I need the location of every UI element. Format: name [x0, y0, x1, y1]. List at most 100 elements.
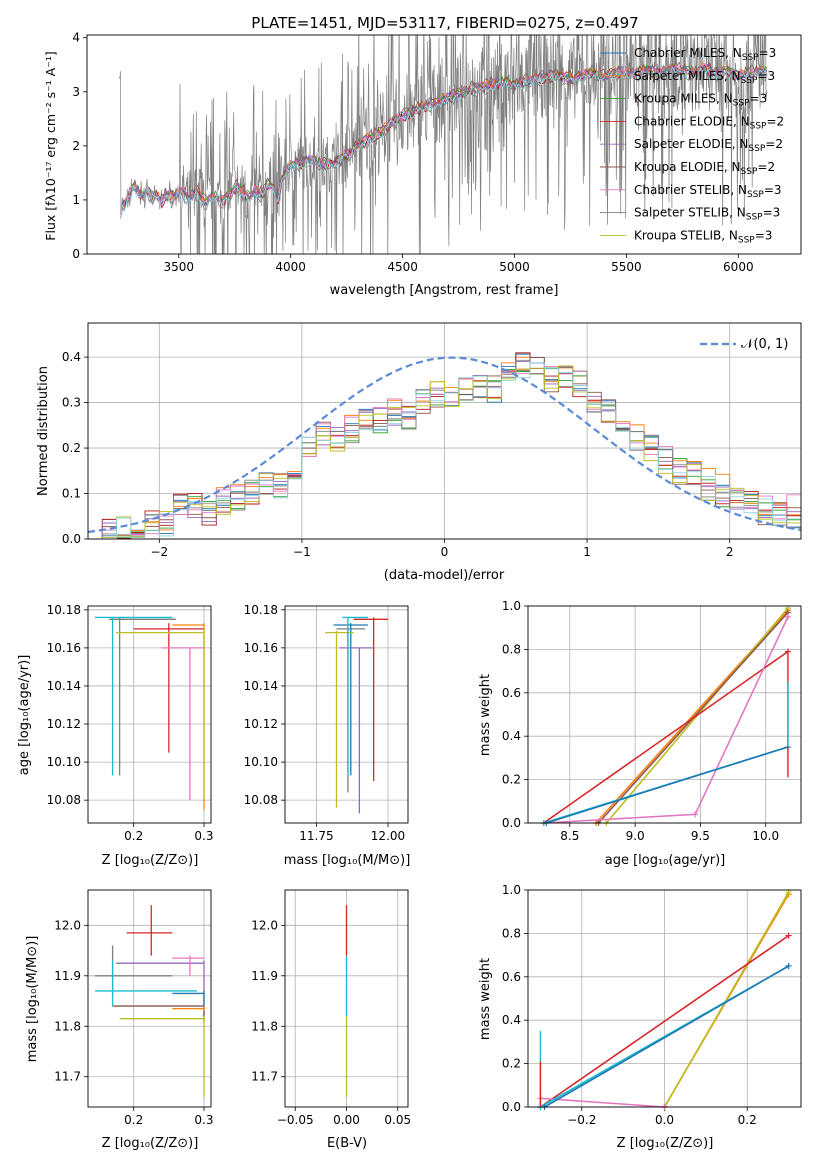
legend-sub: SSP	[748, 144, 765, 154]
mw-age-xlabel: age [log₁₀(age/yr)]	[605, 853, 726, 868]
model-line-6	[120, 61, 768, 212]
y-tick-label: 12.0	[54, 918, 81, 932]
mass-weight-point	[692, 811, 699, 818]
legend-tail: =3	[755, 228, 773, 242]
axes-frame	[87, 605, 212, 824]
mass-vs-ebv-panel: −0.05 0.00 0.05 11.7 11.8 11.9 12.0	[251, 889, 411, 1127]
axes-frame	[86, 34, 802, 255]
axes-frame	[284, 605, 409, 824]
y-tick-label: 10.16	[47, 641, 81, 655]
y-tick-label: 0.4	[502, 1013, 521, 1027]
mass-z-ylabel: mass [log₁₀(M/M⊙)]	[25, 936, 40, 1063]
mass-ebv-xlabel: E(B-V)	[327, 1136, 367, 1151]
y-tick-label: 1.0	[502, 599, 521, 613]
mw-z-xlabel: Z [log₁₀(Z/Z⊙)]	[617, 1136, 714, 1151]
hist-legend-label: 𝒩(0, 1)	[741, 337, 788, 352]
mass-weight-line-5	[543, 616, 789, 824]
age-z-ylabel: age [log₁₀(age/yr)]	[17, 655, 32, 776]
axes-frame	[527, 605, 802, 824]
age-mass-xlabel: mass [log₁₀(M/M⊙)]	[284, 853, 411, 868]
hist-step-10	[88, 362, 801, 539]
y-tick-label: 10.08	[47, 793, 81, 807]
model-line-7	[120, 63, 768, 215]
y-tick-label: 1.0	[502, 883, 521, 897]
x-tick-label: 0.0	[655, 1113, 674, 1127]
y-tick-label: 11.9	[251, 969, 278, 983]
legend-label: Salpeter STELIB, NSSP=3	[634, 206, 780, 223]
spectrum-panel: 3500 4000 4500 5000 5500 6000 0 1 2 3 4 Chabrier MI…	[72, 31, 802, 274]
legend-tail: =2	[765, 137, 783, 151]
y-tick-label: 3	[72, 85, 80, 99]
axes-frame	[87, 889, 212, 1108]
legend-label: Kroupa ELODIE, NSSP=2	[634, 160, 775, 177]
x-tick-label: 6000	[723, 260, 754, 274]
mass-weight-line-6	[544, 965, 790, 1108]
y-tick-label: 0.4	[502, 729, 521, 743]
x-tick-label: 0.3	[194, 829, 213, 843]
legend-tail: =2	[766, 114, 784, 128]
x-tick-label: 12.00	[371, 829, 405, 843]
x-tick-label: 4000	[275, 260, 306, 274]
data-spectrum-line	[119, 35, 768, 254]
axes-frame	[527, 889, 802, 1108]
x-tick-label: 5000	[499, 260, 530, 274]
legend-sub: SSP	[741, 76, 758, 86]
y-tick-label: 1	[72, 193, 80, 207]
mass-weight-line-4	[543, 650, 789, 824]
legend-tail: =2	[757, 160, 775, 174]
x-tick-label: 2	[726, 545, 734, 559]
y-tick-label: 0.6	[502, 970, 521, 984]
y-tick-label: 0.8	[502, 642, 521, 656]
legend-label: Chabrier STELIB, NSSP=3	[634, 183, 782, 200]
y-tick-label: 10.16	[244, 641, 278, 655]
x-tick-label: 0.2	[124, 829, 143, 843]
hist-ylabel: Normed distribution	[36, 366, 51, 496]
legend-sub: SSP	[746, 213, 763, 223]
y-tick-label: 10.10	[244, 755, 278, 769]
mass-weight-point	[785, 932, 792, 939]
legend-tail: =3	[763, 206, 781, 220]
mass-weight-vs-metallicity-panel: −0.2 0.0 0.2 0.0 0.2 0.4 0.6 0.8 1.0	[502, 883, 802, 1127]
x-tick-label: 5500	[611, 260, 642, 274]
legend-tail: =3	[750, 92, 768, 106]
mass-weight-line-7	[546, 746, 789, 824]
legend-sub: SSP	[742, 53, 759, 63]
x-tick-label: 1	[583, 545, 591, 559]
x-tick-label: −0.2	[567, 1113, 596, 1127]
mass-weight-line-2	[663, 891, 790, 1108]
y-tick-label: 0.0	[502, 816, 521, 830]
age-vs-mass-panel: 11.75 12.00 10.08 10.10 10.12 10.14 10.16 10.18	[244, 603, 409, 843]
x-tick-label: 0	[441, 545, 449, 559]
y-tick-label: 10.12	[244, 717, 278, 731]
x-tick-label: 8.5	[560, 829, 579, 843]
figure-title: PLATE=1451, MJD=53117, FIBERID=0275, z=0…	[251, 14, 638, 32]
y-tick-label: 10.14	[47, 679, 81, 693]
mass-vs-metallicity-panel: 0.2 0.3 11.7 11.8 11.9 12.0	[54, 889, 214, 1127]
x-tick-label: 0.05	[384, 1113, 411, 1127]
y-tick-label: 0.2	[62, 441, 81, 455]
y-tick-label: 0.3	[62, 396, 81, 410]
model-line-9	[120, 66, 768, 218]
x-tick-label: −2	[150, 545, 168, 559]
legend-tail: =3	[764, 183, 782, 197]
mass-weight-vs-age-panel: 8.5 9.0 9.5 10.0 0.0 0.2 0.4 0.6 0.8 1.0	[502, 599, 802, 843]
legend-sub: SSP	[733, 99, 750, 109]
x-tick-label: 0.3	[194, 1113, 213, 1127]
y-tick-label: 0	[72, 247, 80, 261]
age-z-xlabel: Z [log₁₀(Z/Z⊙)]	[102, 853, 199, 868]
legend-label: Chabrier ELODIE, NSSP=2	[634, 114, 784, 131]
x-tick-label: 0.2	[738, 1113, 757, 1127]
legend-sub: SSP	[741, 167, 758, 177]
legend-tail: =3	[759, 46, 777, 60]
legend-sub: SSP	[750, 121, 767, 131]
y-tick-label: 11.9	[54, 969, 81, 983]
y-tick-label: 0.8	[502, 926, 521, 940]
x-tick-label: 9.0	[626, 829, 645, 843]
mw-age-ylabel: mass weight	[478, 674, 493, 756]
mass-z-xlabel: Z [log₁₀(Z/Z⊙)]	[102, 1136, 199, 1151]
y-tick-label: 0.1	[62, 487, 81, 501]
legend-sub: SSP	[747, 190, 764, 200]
gaussian-curve	[87, 356, 802, 534]
y-tick-label: 12.0	[251, 918, 278, 932]
mass-weight-point	[784, 613, 791, 620]
